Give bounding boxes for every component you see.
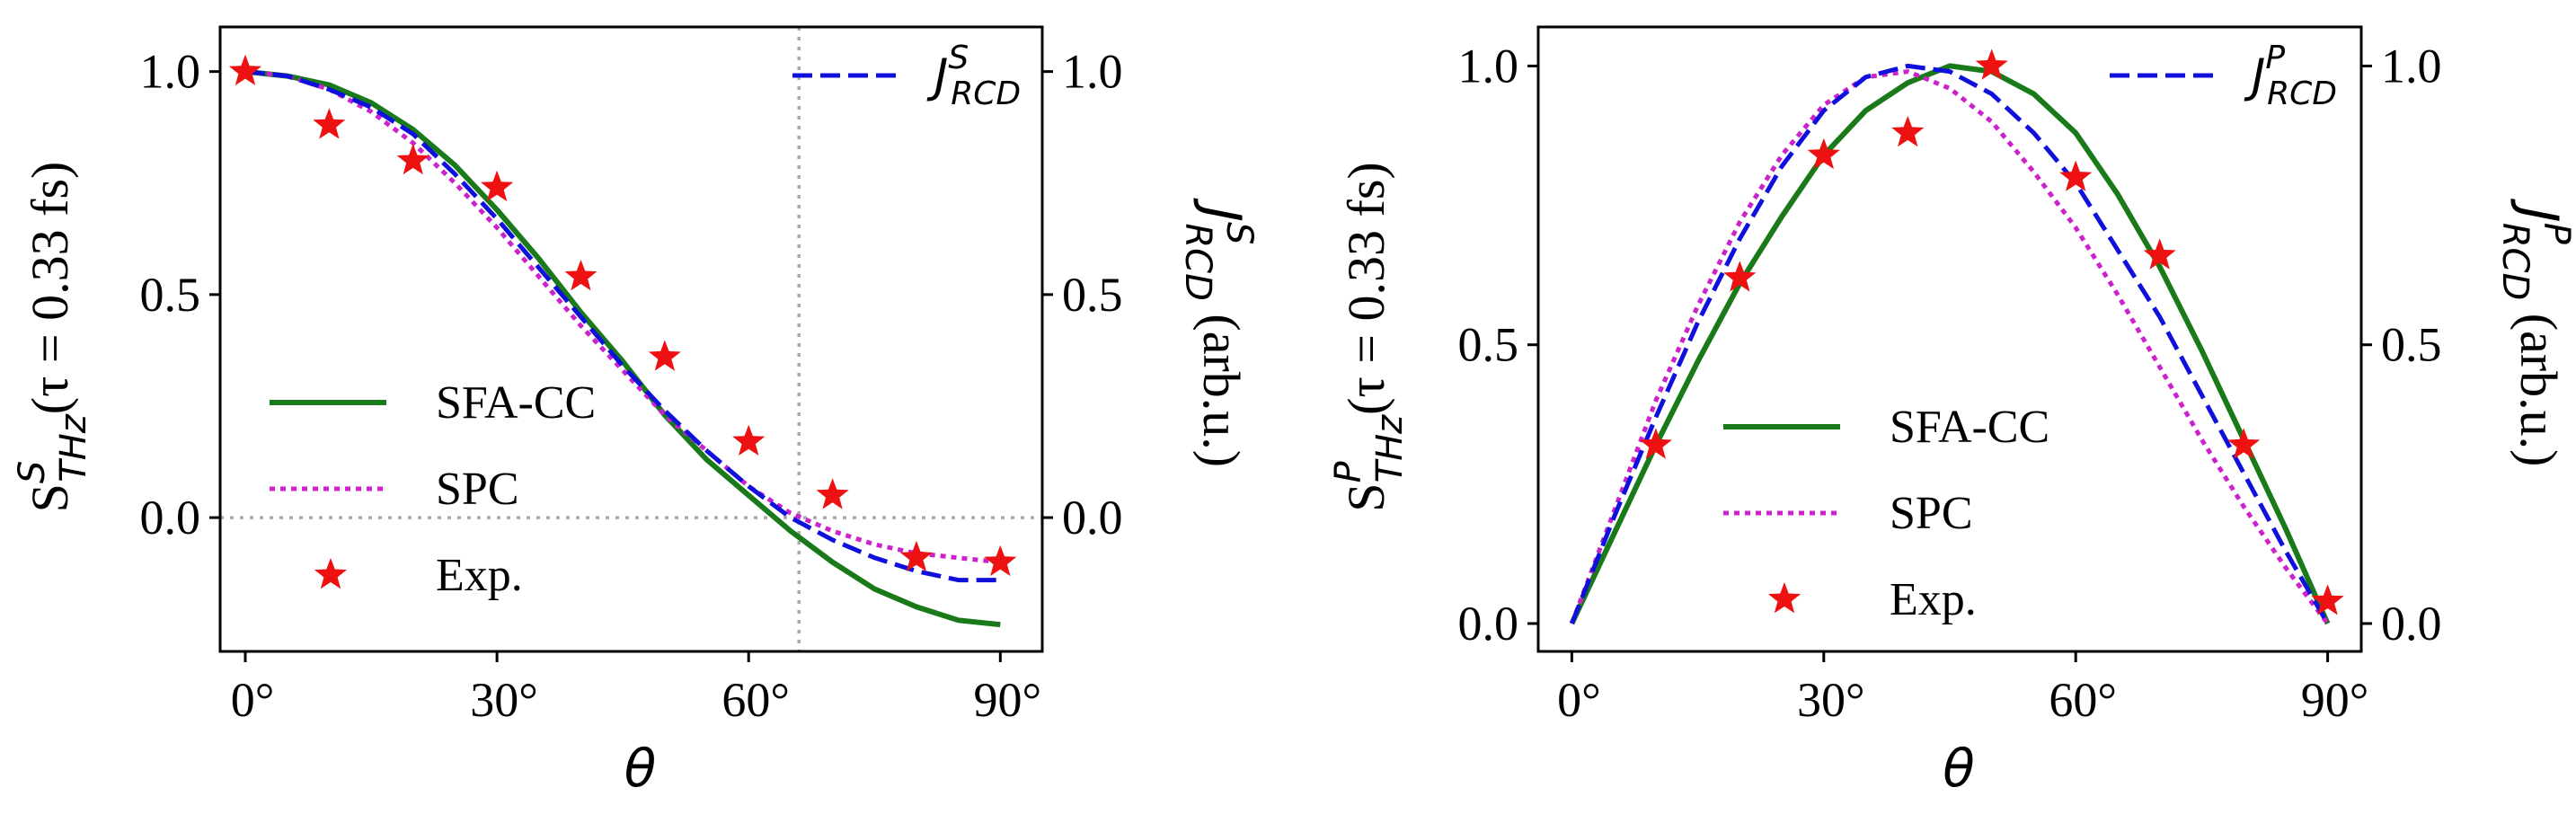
- y-right-axis-label-main: J: [1191, 198, 1253, 222]
- legend-right-entry: JS RCD: [926, 40, 1021, 112]
- series-line-spc: [244, 69, 1001, 565]
- y-right-tick-label: 0.0: [2381, 597, 2442, 651]
- legend-right-sub: RCD: [951, 75, 1021, 112]
- y-axis-label-sup: P: [1328, 460, 1369, 482]
- exp-point: [313, 108, 346, 139]
- x-tick-label: 30°: [470, 673, 538, 727]
- y-right-tick-label: 0.0: [1062, 491, 1123, 544]
- exp-point: [984, 544, 1017, 577]
- y-tick-label: 0.5: [140, 268, 201, 322]
- y-right-tick-label: 0.5: [1062, 268, 1123, 322]
- series-line-j-rcd: [244, 69, 1001, 583]
- y-right-axis-label-sup: P: [2536, 223, 2576, 245]
- exp-point: [732, 424, 766, 456]
- x-tick-label: 60°: [2049, 673, 2117, 727]
- x-tick-label: 90°: [974, 673, 1042, 727]
- exp-point: [2227, 428, 2261, 459]
- y-right-axis-label-sub: RCD: [1177, 223, 1218, 301]
- exp-point: [396, 143, 429, 175]
- x-axis-label: θ: [1943, 738, 1975, 799]
- y-axis-label-sub: THz: [1369, 414, 1411, 483]
- x-tick-label: 30°: [1797, 673, 1865, 727]
- y-right-axis-label-sup: S: [1218, 222, 1260, 244]
- y-right-axis-label: JPRCD (arb.u.): [2494, 199, 2576, 467]
- legend-right-entry: JP RCD: [2244, 40, 2337, 112]
- y-right-tick-label: 1.0: [2381, 39, 2442, 93]
- exp-point: [1891, 115, 1925, 147]
- y-axis-label-main: S: [1337, 482, 1395, 511]
- exp-point: [564, 260, 598, 291]
- y-right-axis-label-tail: (arb.u.): [1192, 301, 1251, 467]
- y-tick-label: 0.0: [140, 491, 201, 544]
- y-axis-label: SPTHz(τ = 0.33 fs): [1328, 162, 1411, 511]
- exp-point: [816, 478, 849, 509]
- exp-point: [1723, 261, 1757, 292]
- series-line-spc: [1570, 69, 2330, 625]
- legend-entry: Exp.: [436, 550, 523, 601]
- y-axis-label-tail: (τ = 0.33 fs): [21, 162, 79, 415]
- legend-swatch: [314, 558, 348, 589]
- legend-swatch: [1767, 582, 1801, 614]
- axes-frame: [1536, 25, 2363, 653]
- y-right-axis-label-main: J: [2509, 199, 2570, 223]
- legend-entry: SPC: [1890, 488, 1973, 539]
- legend-entry: SFA-CC: [1890, 402, 2049, 453]
- y-tick-label: 1.0: [1458, 39, 1519, 93]
- y-axis-label-sub: THz: [53, 413, 94, 482]
- series-line-sfa-cc: [244, 68, 1001, 628]
- y-tick-label: 1.0: [140, 45, 201, 99]
- x-tick-label: 0°: [1557, 673, 1601, 727]
- y-right-axis-label-tail: (arb.u.): [2510, 300, 2568, 466]
- y-axis-label-main: S: [21, 483, 79, 512]
- y-tick-label: 0.0: [1458, 597, 1519, 651]
- x-tick-label: 60°: [721, 673, 790, 727]
- exp-point: [228, 54, 262, 85]
- axes-frame: [218, 25, 1044, 653]
- legend-entry: SFA-CC: [436, 377, 596, 429]
- legend-right-main: J: [926, 49, 948, 103]
- legend-right-sub: RCD: [2267, 75, 2337, 112]
- exp-point: [899, 540, 933, 572]
- y-right-axis-label: JSRCD (arb.u.): [1177, 198, 1260, 467]
- y-axis-label-sup: S: [12, 461, 53, 483]
- y-right-tick-label: 1.0: [1062, 45, 1123, 99]
- legend-right-main: J: [2244, 49, 2265, 103]
- y-axis-label: SSTHz(τ = 0.33 fs): [12, 162, 94, 513]
- legend-entry: SPC: [436, 464, 519, 515]
- series-line-j-rcd: [1570, 63, 2330, 625]
- y-right-axis-label-sub: RCD: [2494, 223, 2536, 301]
- y-tick-label: 0.5: [1458, 318, 1519, 372]
- y-right-tick-label: 0.5: [2381, 318, 2442, 372]
- exp-point: [481, 170, 514, 202]
- y-axis-label-tail: (τ = 0.33 fs): [1337, 162, 1395, 415]
- series-line-sfa-cc: [1569, 63, 2331, 625]
- legend-right-sup: P: [2265, 40, 2285, 76]
- exp-point: [1807, 137, 1840, 170]
- exp-point: [1639, 428, 1672, 459]
- x-axis-label: θ: [624, 738, 657, 799]
- exp-point: [648, 340, 681, 371]
- x-tick-label: 0°: [231, 673, 275, 727]
- exp-point: [2059, 160, 2093, 191]
- exp-point: [2143, 238, 2176, 270]
- x-tick-label: 90°: [2301, 673, 2369, 727]
- legend-right-sup: S: [948, 40, 969, 76]
- exp-point: [1975, 49, 2008, 80]
- exp-point: [2311, 584, 2344, 615]
- legend-entry: Exp.: [1890, 574, 1977, 625]
